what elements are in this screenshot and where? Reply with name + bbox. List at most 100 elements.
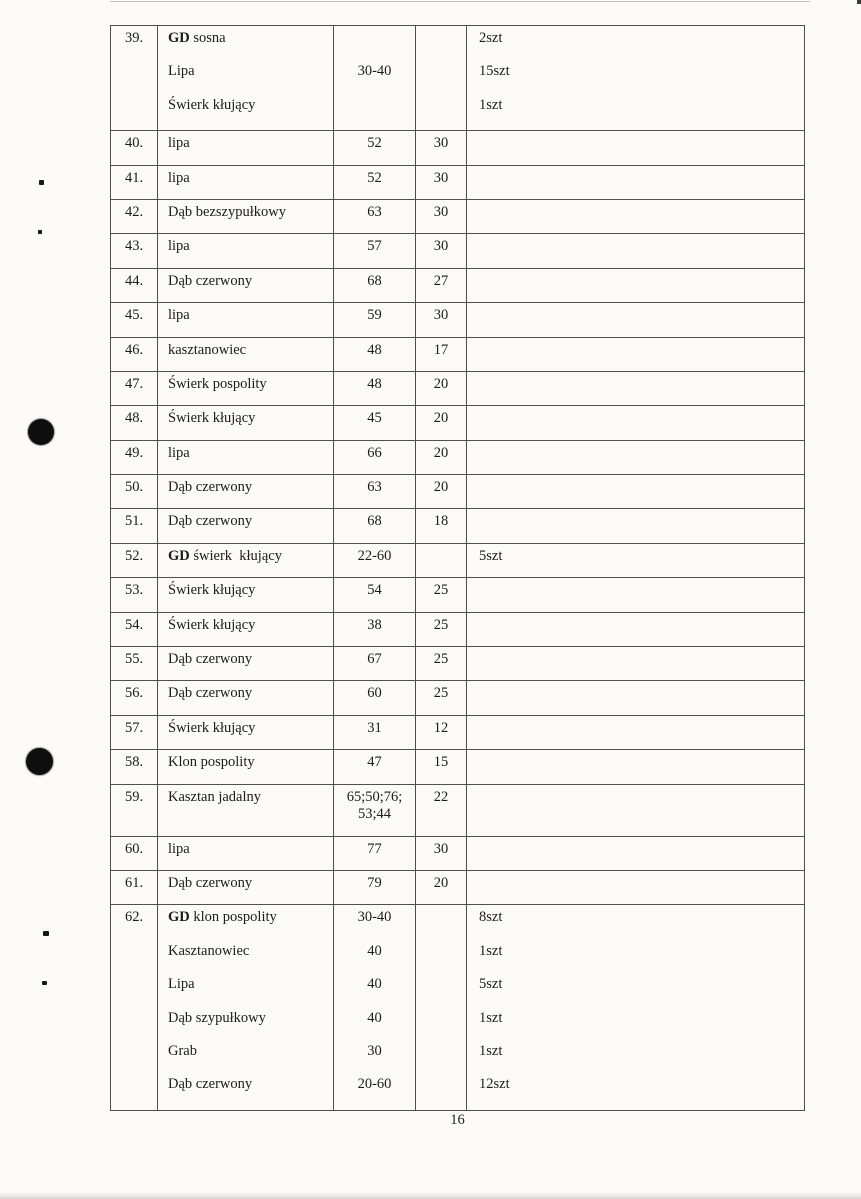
species-line: Dąb czerwony [168,874,253,891]
height-value: 30 [433,307,449,324]
height-cell: 25 [415,577,467,613]
gd-marker: GD [168,909,194,926]
diameter-cell: 68 [333,508,416,544]
species-line: GD klon pospolity [168,909,277,926]
diameter-cell: 68 [333,267,416,304]
diameter-cell: 67 [333,646,416,682]
diameter-cell: 79 [333,869,416,906]
diameter-cell: 52 [333,130,416,166]
scan-dot-mark [43,931,49,936]
quantity-cell [466,646,805,682]
height-value: 20 [433,375,449,392]
species-cell: Dąb czerwony [157,680,334,716]
species-line: Dąb czerwony [168,685,253,702]
quantity-cell: 8szt 1szt 5szt 1szt 1szt 12szt [466,904,805,1111]
height-cell: 30 [415,198,467,235]
species-cell: GD klon pospolity Kasztanowiec Lipa Dąb szy… [157,904,334,1111]
species-line: Dąb czerwony [168,1076,253,1093]
row-number: 47. [124,375,144,392]
species-line: GD świerk kłujący [168,547,282,564]
height-value: 20 [433,410,449,427]
diameter-cell: 47 [333,749,416,785]
quantity-line: 2szt [479,30,503,46]
quantity-cell [466,680,805,716]
diameter-line: 30-40 [357,909,392,926]
quantity-cell [466,611,805,648]
row-number: 61. [124,874,144,891]
species-line: lipa [168,444,190,461]
row-number: 39. [124,30,144,46]
species-cell: Świerk kłujący [157,405,334,441]
row-number: 52. [124,547,144,564]
species-line: lipa [168,169,190,186]
diameter-cell: 60 [333,680,416,716]
height-value: 17 [433,341,449,358]
diameter-line: 57 [367,238,382,255]
height-value: 30 [433,135,449,152]
diameter-line: 52 [367,135,382,152]
table-row: 59. Kasztan jadalny 65;50;76; 53;44 22 [110,783,805,837]
height-cell: 12 [415,714,467,751]
table-row: 56. Dąb czerwony 60 25 [110,680,805,716]
species-line: GD sosna [168,30,226,46]
diameter-line: 67 [367,651,382,668]
quantity-line: 1szt [479,1042,503,1059]
quantity-cell [466,267,805,304]
height-cell: 15 [415,749,467,785]
row-number-cell: 62. [110,904,158,1111]
species-line: Świerk kłujący [168,719,256,736]
row-number: 56. [124,685,144,702]
row-number: 53. [124,582,144,599]
cut-off-row-border [110,1,810,2]
height-cell: 22 [415,783,467,837]
height-cell: 20 [415,370,467,407]
row-number-cell: 47. [110,370,158,407]
species-line: Dąb czerwony [168,513,253,530]
row-number-cell: 45. [110,302,158,338]
species-line: Dąb czerwony [168,479,253,496]
diameter-cell: 54 [333,577,416,613]
species-cell: lipa [157,302,334,338]
table-row: 41. lipa 52 30 [110,164,805,200]
diameter-cell: 59 [333,302,416,338]
table-row: 46. kasztanowiec 48 17 [110,336,805,372]
species-line: Lipa [168,976,195,993]
row-number-cell: 57. [110,714,158,751]
diameter-line: 54 [367,582,382,599]
quantity-cell: 5szt [466,542,805,579]
species-line: lipa [168,238,190,255]
row-number: 50. [124,479,144,496]
diameter-line: 66 [367,444,382,461]
row-number: 45. [124,307,144,324]
row-number: 59. [124,788,144,805]
height-value: 18 [433,513,449,530]
species-line: lipa [168,840,190,857]
scan-speck [857,0,861,4]
row-number: 57. [124,719,144,736]
species-line: kasztanowiec [168,341,247,358]
height-value: 25 [433,685,449,702]
row-number-cell: 43. [110,233,158,269]
scan-dot-mark [38,230,42,234]
scan-dot-mark [42,981,47,985]
row-number-cell: 56. [110,680,158,716]
diameter-line: 60 [367,685,382,702]
diameter-line: 40 [367,942,382,959]
table-row: 58. Klon pospolity 47 15 [110,749,805,785]
diameter-line: 20-60 [357,1076,392,1093]
height-value: 30 [433,169,449,186]
height-cell: 30 [415,233,467,269]
species-line: lipa [168,307,190,324]
row-number-cell: 51. [110,508,158,544]
page-number: 16 [450,1112,465,1128]
diameter-line: 48 [367,341,382,358]
diameter-cell: 65;50;76; 53;44 [333,783,416,837]
row-number: 43. [124,238,144,255]
table-row: 42. Dąb bezszypułkowy 63 30 [110,198,805,235]
species-line: Dąb bezszypułkowy [168,203,286,220]
quantity-line: 1szt [479,942,503,959]
table-row: 55. Dąb czerwony 67 25 [110,646,805,682]
row-number-cell: 54. [110,611,158,648]
quantity-line: 5szt [479,976,503,993]
